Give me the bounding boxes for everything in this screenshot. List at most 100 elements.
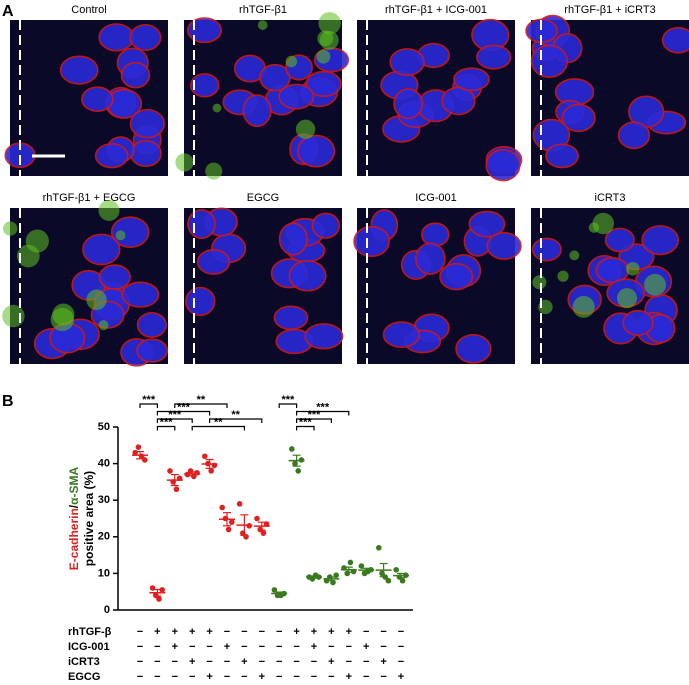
nucleus	[129, 140, 162, 168]
green-signal	[592, 212, 615, 235]
y-tick-label: 20	[98, 531, 110, 543]
condition-sign: −	[137, 656, 143, 668]
nucleus	[81, 86, 114, 112]
image-caption: Control	[71, 4, 106, 16]
nucleus	[185, 286, 216, 317]
green-signal	[25, 229, 49, 253]
significance-bracket	[156, 418, 193, 423]
data-point	[399, 577, 406, 584]
data-point	[229, 519, 235, 525]
nucleus	[278, 222, 308, 256]
condition-sign: +	[154, 626, 160, 638]
green-signal	[572, 295, 595, 318]
condition-name: rhTGF-β	[68, 626, 112, 638]
condition-sign: +	[293, 626, 299, 638]
condition-sign: −	[241, 641, 247, 653]
condition-sign: −	[328, 671, 334, 683]
green-signal	[557, 270, 569, 282]
condition-sign: +	[311, 641, 317, 653]
data-point	[289, 446, 295, 452]
green-signal	[319, 30, 339, 50]
panel-label: B	[2, 393, 14, 410]
condition-sign: −	[154, 656, 160, 668]
data-point	[236, 501, 243, 507]
green-signal	[616, 288, 638, 309]
condition-sign: −	[206, 641, 212, 653]
condition-sign: −	[363, 626, 369, 638]
y-label-part: E-cadherin	[67, 508, 81, 570]
nucleus	[455, 334, 492, 364]
nucleus	[545, 143, 579, 169]
condition-sign: −	[137, 671, 143, 683]
data-point	[156, 596, 162, 602]
condition-sign: −	[311, 656, 317, 668]
y-tick-label: 10	[98, 567, 110, 579]
data-point	[173, 486, 180, 493]
y-axis-label-line2: positive area (%)	[82, 471, 96, 566]
green-signal	[257, 20, 268, 30]
y-label-part: /	[67, 504, 81, 508]
condition-sign: −	[363, 671, 369, 683]
data-point	[260, 530, 267, 536]
condition-sign: +	[206, 626, 212, 638]
significance-label: **	[231, 409, 240, 421]
nucleus	[98, 23, 135, 52]
condition-sign: −	[293, 641, 299, 653]
condition-sign: +	[311, 626, 317, 638]
nucleus	[485, 149, 521, 182]
nucleus	[353, 225, 390, 258]
condition-sign: +	[328, 626, 334, 638]
nucleus	[59, 55, 99, 85]
nucleus	[120, 61, 151, 89]
nucleus	[561, 103, 596, 133]
data-point	[167, 468, 173, 474]
green-signal	[98, 320, 109, 331]
condition-sign: −	[276, 671, 282, 683]
condition-sign: −	[363, 656, 369, 668]
significance-bracket	[296, 425, 315, 431]
condition-sign: −	[172, 656, 178, 668]
green-signal	[532, 275, 547, 290]
nucleus	[622, 309, 654, 337]
data-point	[393, 566, 400, 573]
nucleus	[196, 249, 231, 275]
data-point	[219, 504, 225, 511]
green-signal	[569, 250, 580, 261]
green-signal	[205, 162, 223, 180]
significance-bracket	[296, 410, 350, 416]
condition-sign: −	[276, 656, 282, 668]
condition-sign: +	[224, 641, 230, 653]
nucleus	[136, 338, 169, 363]
green-signal	[175, 153, 194, 172]
condition-sign: −	[328, 641, 334, 653]
image-caption: rhTGF-β1 + EGCG	[43, 192, 136, 204]
green-signal	[625, 261, 640, 276]
green-signal	[285, 55, 298, 68]
data-point	[142, 457, 148, 463]
significance-bracket	[174, 403, 228, 408]
condition-sign: +	[328, 656, 334, 668]
nucleus	[439, 262, 474, 291]
condition-sign: +	[206, 671, 212, 683]
image-caption: ICG-001	[415, 192, 457, 204]
condition-sign: −	[259, 656, 265, 668]
nucleus	[305, 70, 342, 98]
condition-name: iCRT3	[68, 656, 100, 668]
y-tick-label: 40	[98, 458, 110, 470]
condition-sign: +	[346, 671, 352, 683]
panel-label: A	[2, 3, 14, 20]
image-caption: rhTGF-β1	[239, 4, 287, 16]
condition-sign: −	[293, 671, 299, 683]
significance-label: ***	[308, 409, 322, 421]
nucleus	[661, 26, 689, 54]
significance-bracket	[156, 425, 176, 431]
nucleus	[641, 225, 680, 256]
condition-sign: +	[259, 671, 265, 683]
nucleus	[617, 121, 651, 150]
condition-sign: +	[380, 656, 386, 668]
y-tick-label: 30	[98, 494, 110, 506]
condition-sign: −	[154, 641, 160, 653]
nucleus	[415, 242, 446, 275]
data-point	[271, 587, 278, 593]
condition-sign: −	[276, 626, 282, 638]
